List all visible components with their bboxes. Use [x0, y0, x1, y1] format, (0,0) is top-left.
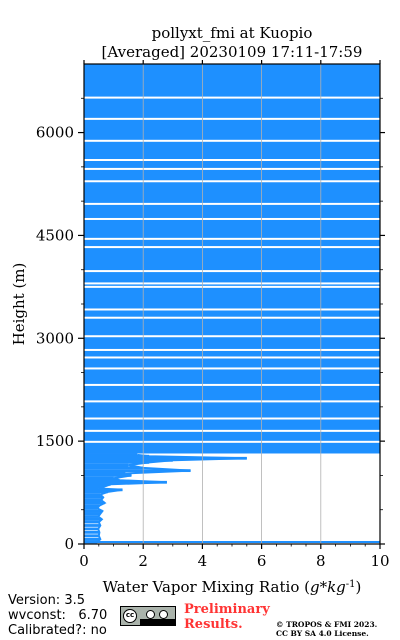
- saturated-gap: [84, 159, 380, 161]
- saturated-gap: [84, 237, 380, 240]
- profile-bar: [84, 501, 105, 505]
- saturated-gap: [84, 96, 380, 99]
- x-grid: [142, 64, 322, 544]
- profile-bar: [84, 488, 123, 492]
- saturated-gap: [84, 316, 380, 319]
- x-axis-label: Water Vapor Mixing Ratio (g*kg-1): [103, 578, 362, 596]
- profile-bar: [84, 461, 150, 464]
- wvconst-text: wvconst: 6.70: [8, 608, 108, 623]
- profile-bar: [84, 530, 100, 534]
- saturated-gap: [84, 202, 380, 205]
- saturated-gap: [84, 440, 380, 443]
- version-text: Version: 3.5: [8, 593, 85, 608]
- x-tick-label: 6: [257, 552, 267, 570]
- profile-bar: [84, 463, 129, 467]
- x-tick-label: 10: [370, 552, 389, 570]
- calibrated-text: Calibrated?: no: [8, 623, 107, 638]
- profile-bar: [84, 466, 144, 470]
- cc-license-logo: cc: [120, 606, 176, 626]
- preliminary-results-label: Preliminary Results.: [184, 602, 270, 632]
- profile-bar: [84, 506, 98, 510]
- copyright-line2: CC BY SA 4.0 License.: [276, 629, 369, 638]
- cc-icon: cc: [123, 609, 137, 623]
- saturated-gap: [84, 335, 380, 338]
- preliminary-line2: Results.: [184, 617, 243, 632]
- profile-bar: [84, 495, 104, 499]
- saturated-gap: [84, 217, 380, 220]
- profile-bar: [84, 471, 126, 475]
- profile-bar: [84, 534, 99, 538]
- profile-bar: [84, 512, 101, 516]
- saturated-gap: [84, 270, 380, 273]
- y-tick-label: 0: [64, 535, 74, 553]
- y-tick-label: 6000: [36, 124, 74, 142]
- copyright-notice: © TROPOS & FMI 2023. CC BY SA 4.0 Licens…: [276, 620, 377, 638]
- saturated-gap: [84, 282, 380, 285]
- profile-bar: [84, 498, 102, 502]
- profile-bar: [84, 474, 132, 477]
- profile-bar: [84, 485, 105, 488]
- chart-title-line1: pollyxt_fmi at Kuopio: [152, 24, 313, 42]
- saturated-gap: [84, 383, 380, 386]
- profile-bar: [84, 515, 99, 518]
- saturated-gap: [84, 308, 380, 311]
- saturated-gap: [84, 356, 380, 359]
- profile-bar: [84, 493, 101, 497]
- profile-bar: [84, 469, 191, 473]
- saturated-gap: [84, 417, 380, 420]
- profile-bar: [84, 490, 108, 494]
- profile-bar: [84, 478, 120, 482]
- saturated-gap: [84, 285, 380, 288]
- copyright-line1: © TROPOS & FMI 2023.: [276, 620, 378, 629]
- x-tick-label: 2: [138, 552, 148, 570]
- saturated-gap: [84, 348, 380, 351]
- saturated-gap: [84, 180, 380, 183]
- saturated-gap: [84, 429, 380, 432]
- profile-bar: [84, 504, 100, 507]
- sa-icon: [159, 610, 168, 619]
- saturated-gap: [84, 400, 380, 403]
- profile-line: [95, 453, 247, 543]
- x-axis: 0 2 4 6 8 10: [79, 60, 390, 570]
- x-tick-label: 4: [198, 552, 208, 570]
- profile-bar: [84, 524, 101, 527]
- y-tick-label: 1500: [36, 432, 74, 450]
- profile-bar: [84, 487, 99, 490]
- saturated-gap: [84, 167, 380, 170]
- saturated-gap: [84, 139, 380, 142]
- profile-bar: [84, 517, 102, 521]
- profile-bar: [84, 482, 111, 486]
- license-strip: [140, 619, 175, 625]
- profile-bar: [84, 453, 138, 457]
- profile-bar: [84, 458, 173, 462]
- profile-bar: [84, 480, 167, 484]
- profile-bar: [84, 520, 99, 524]
- y-axis: 0 1500 3000 4500 6000: [36, 97, 385, 553]
- x-tick-label: 0: [79, 552, 89, 570]
- profile-bar: [84, 537, 101, 541]
- saturated-gap: [84, 246, 380, 249]
- saturated-region: [84, 64, 380, 454]
- y-tick-label: 3000: [36, 329, 74, 347]
- plot-area: [84, 64, 380, 544]
- surface-band: [84, 541, 380, 543]
- saturated-gap: [84, 117, 380, 120]
- chart-title-line2: [Averaged] 20230109 17:11-17:59: [102, 43, 363, 61]
- profile-bar: [84, 456, 247, 460]
- profile-bar: [84, 527, 99, 531]
- x-tick-label: 8: [316, 552, 326, 570]
- y-axis-label: Height (m): [10, 263, 28, 346]
- saturated-gap: [84, 367, 380, 370]
- preliminary-line1: Preliminary: [184, 602, 270, 617]
- y-tick-label: 4500: [36, 226, 74, 244]
- profile-bar: [84, 476, 114, 480]
- by-icon: [146, 610, 155, 619]
- profile-bar: [84, 509, 103, 513]
